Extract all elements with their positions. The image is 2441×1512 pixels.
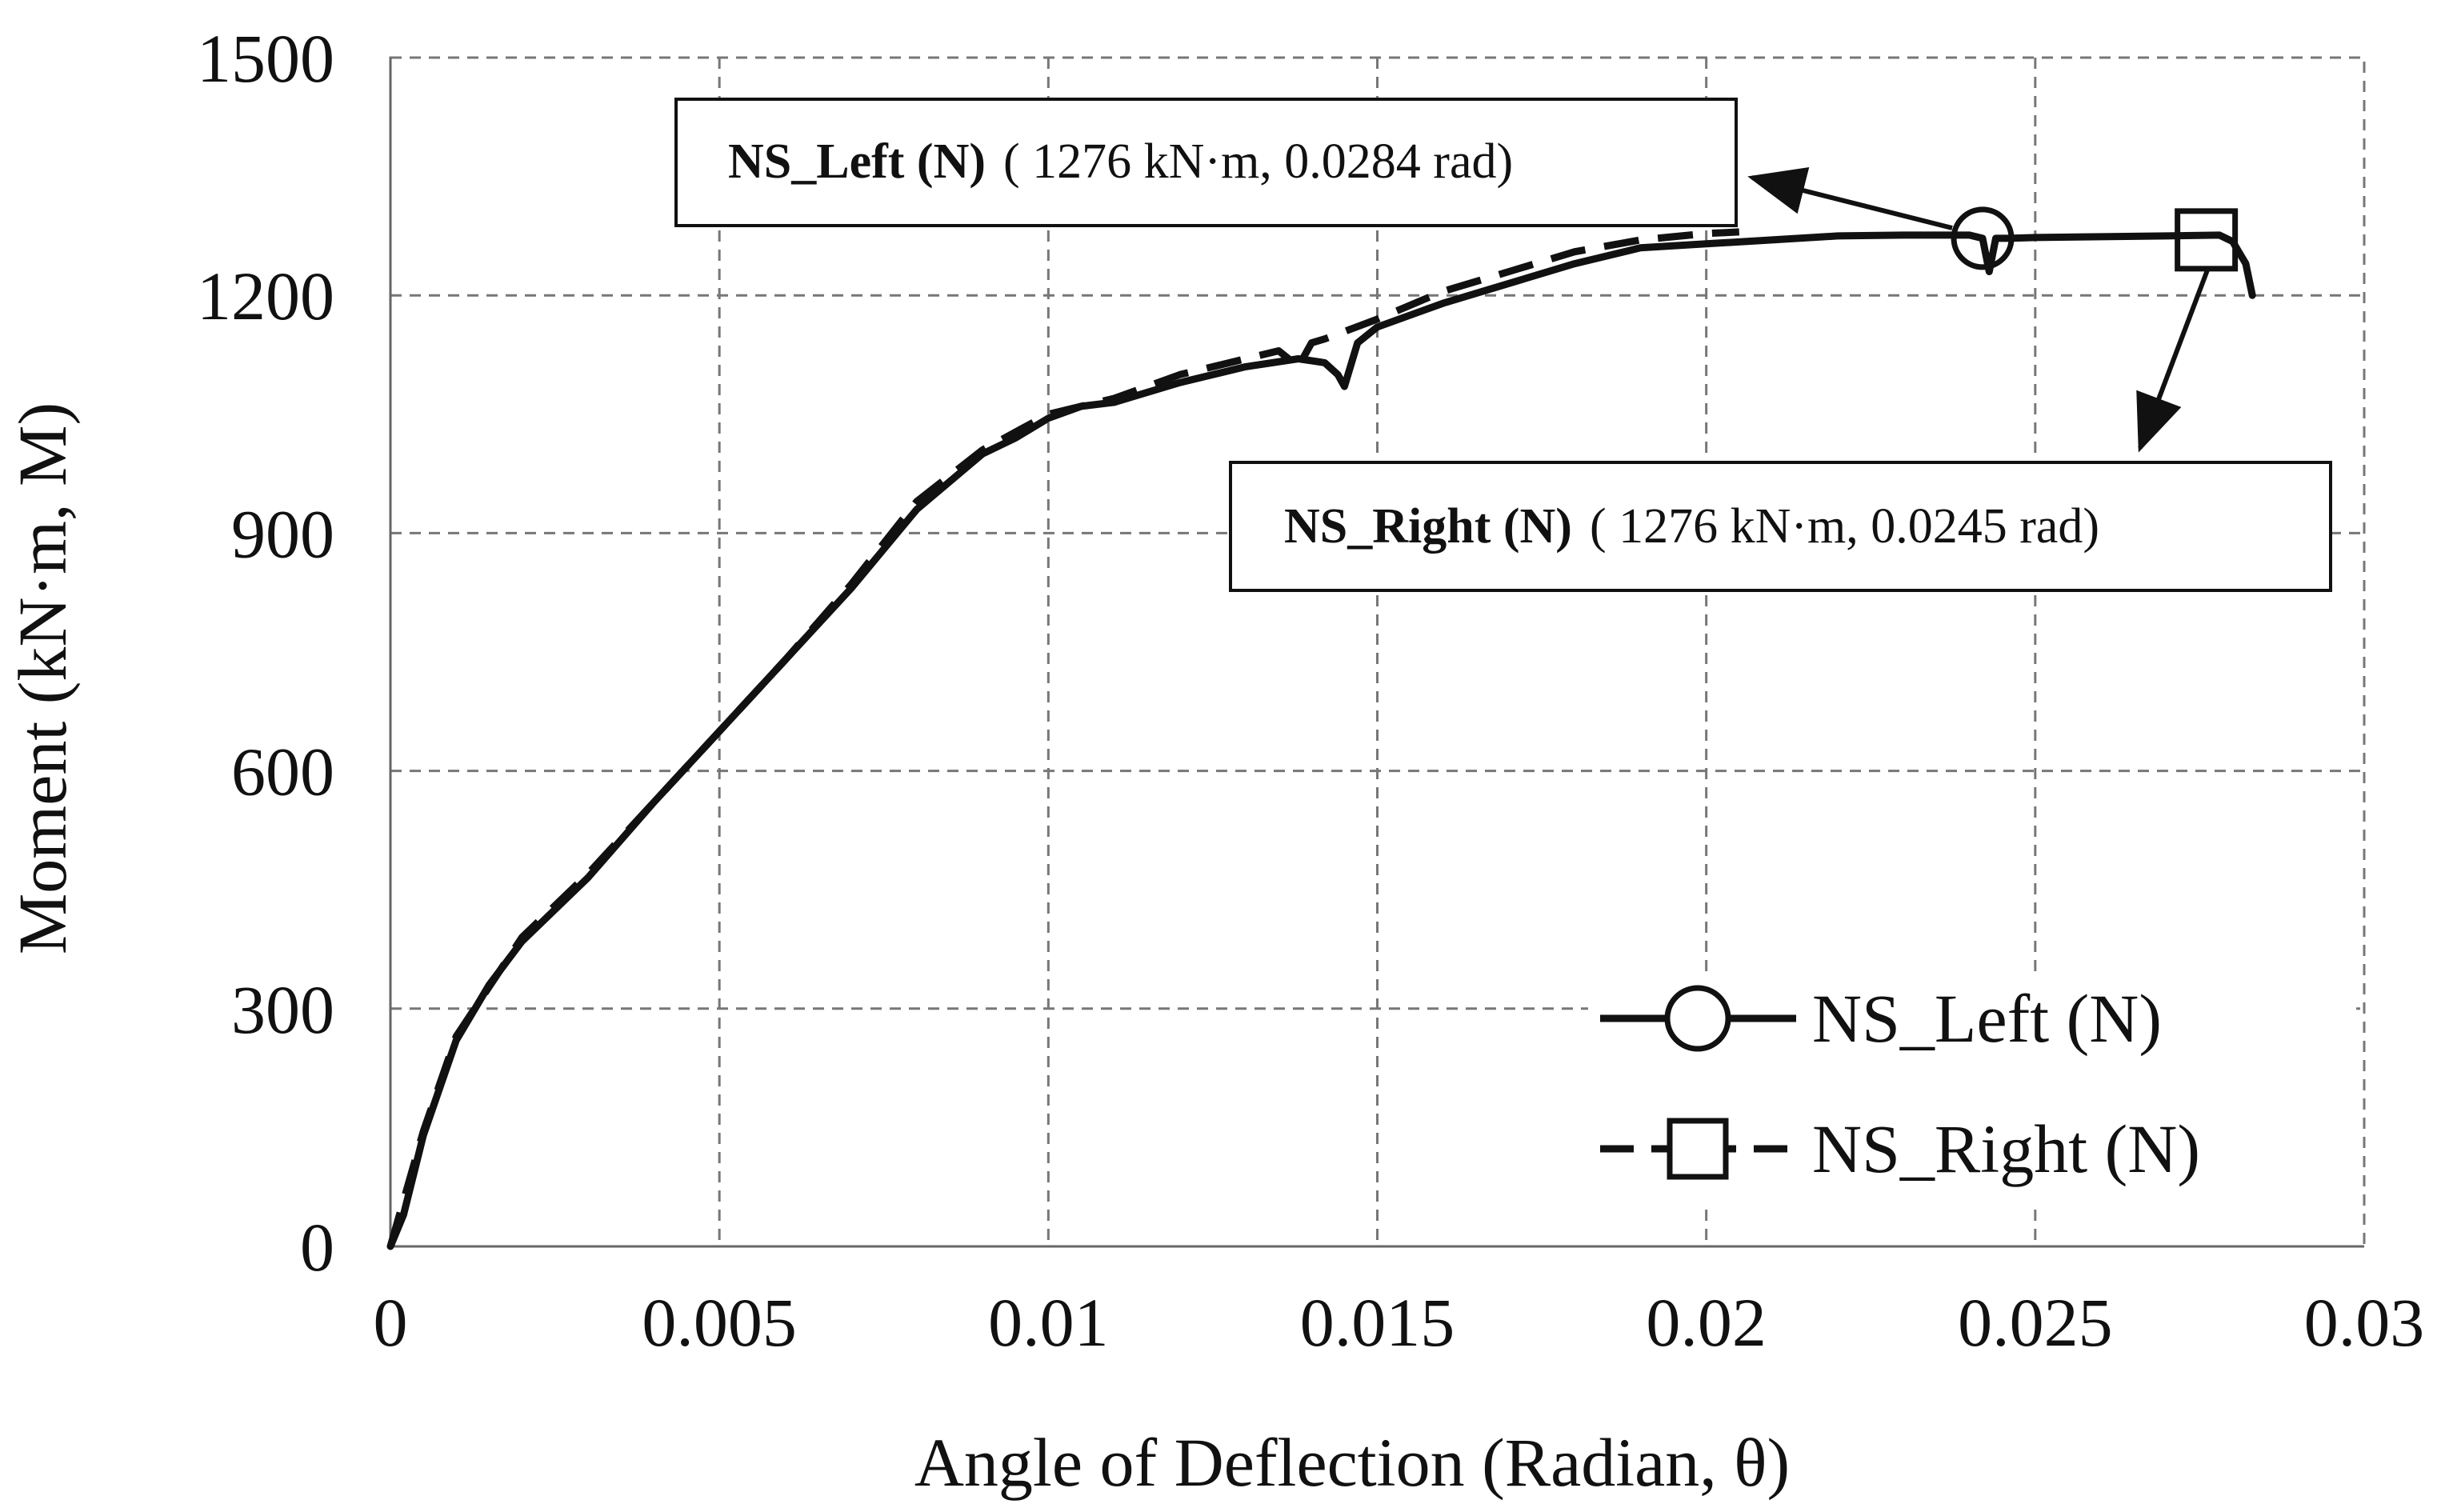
legend-label-ns-left: NS_Left (N) — [1812, 980, 2162, 1057]
annotation-ns-left-name: NS_Left (N) — [728, 134, 986, 189]
x-axis-tick-labels: 0 0.005 0.01 0.015 0.02 0.025 0.03 — [374, 1284, 2425, 1361]
x-axis-title: Angle of Deflection (Radian, θ) — [914, 1424, 1790, 1501]
x-tick-label: 0.01 — [988, 1284, 1109, 1361]
x-tick-label: 0.03 — [2304, 1284, 2425, 1361]
x-tick-label: 0.015 — [1300, 1284, 1455, 1361]
x-tick-label: 0.005 — [642, 1284, 797, 1361]
annotation-ns-left-arrow — [1747, 167, 1953, 230]
y-axis-title: Moment (kN·m, M) — [4, 402, 81, 954]
legend-entry-ns-left: NS_Left (N) — [1600, 980, 2162, 1057]
annotation-ns-left-text: NS_Left (N) ( 1276 kN·m, 0.0284 rad) — [728, 134, 1513, 189]
y-tick-label: 0 — [300, 1209, 334, 1286]
annotation-ns-right-arrow — [2136, 266, 2211, 453]
legend-square-marker-icon — [1667, 1118, 1729, 1180]
annotation-ns-left: NS_Left (N) ( 1276 kN·m, 0.0284 rad) — [674, 98, 1953, 230]
y-axis-tick-labels: 0 300 600 900 1200 1500 — [197, 20, 334, 1286]
y-tick-label: 900 — [231, 495, 334, 572]
series-line-ns-right — [386, 228, 1740, 1248]
x-tick-label: 0 — [374, 1284, 408, 1361]
legend: NS_Left (N) NS_Right (N) — [1588, 974, 2356, 1206]
annotation-ns-right-text: NS_Right (N) ( 1276 kN·m, 0.0245 rad) — [1284, 499, 2099, 554]
series-line-ns-left — [386, 231, 2256, 1250]
legend-circle-marker-icon — [1664, 985, 1731, 1052]
y-tick-label: 300 — [231, 971, 334, 1048]
x-tick-label: 0.025 — [1958, 1284, 2113, 1361]
annotation-ns-left-box — [674, 98, 1738, 227]
legend-label-ns-right: NS_Right (N) — [1812, 1110, 2200, 1187]
x-tick-label: 0.02 — [1646, 1284, 1767, 1361]
y-tick-label: 600 — [231, 734, 334, 810]
annotation-ns-right-value: ( 1276 kN·m, 0.0245 rad) — [1590, 499, 2099, 554]
annotation-ns-right-name: NS_Right (N) — [1284, 499, 1572, 554]
y-tick-label: 1200 — [197, 258, 334, 334]
annotation-ns-left-value: ( 1276 kN·m, 0.0284 rad) — [1003, 134, 1513, 189]
legend-entry-ns-right: NS_Right (N) — [1600, 1110, 2200, 1187]
y-tick-label: 1500 — [197, 20, 334, 97]
series-marker-circle — [1951, 206, 2015, 270]
annotation-ns-right: NS_Right (N) ( 1276 kN·m, 0.0245 rad) — [1229, 266, 2332, 592]
gridlines — [390, 58, 2364, 1246]
annotation-ns-right-box — [1229, 461, 2332, 592]
